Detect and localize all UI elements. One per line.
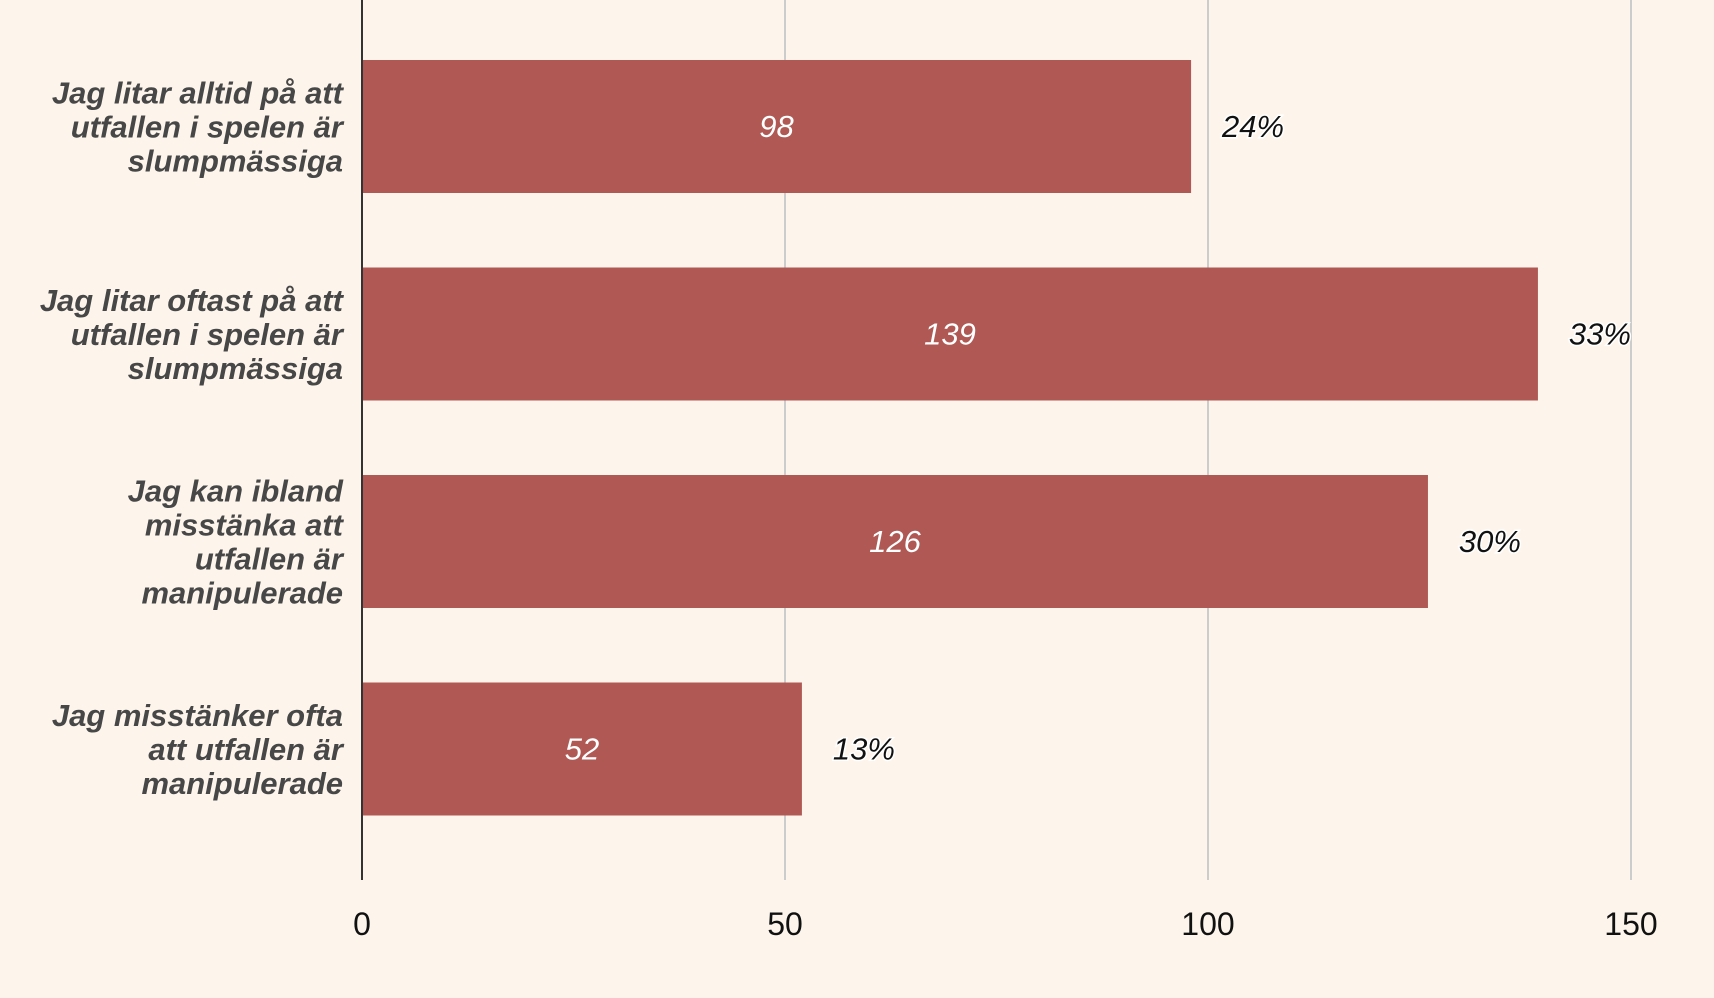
category-labels: Jag litar alltid på att utfallen i spelen… xyxy=(40,75,345,801)
x-axis-ticks: 0 50 100 150 xyxy=(353,906,1658,942)
category-label-line: Jag misstänker ofta xyxy=(52,698,343,733)
bar-percent-label: 24% xyxy=(1221,109,1284,144)
bar-percent-label: 30% xyxy=(1459,524,1521,559)
bar-percent-label: 13% xyxy=(833,732,895,767)
category-label-line: utfallen är xyxy=(195,541,345,576)
category-label-line: Jag litar oftast på att xyxy=(40,283,345,318)
bar-value-label: 126 xyxy=(869,524,921,559)
x-tick-label: 0 xyxy=(353,906,371,942)
bar-value-label: 98 xyxy=(759,109,794,144)
bar-value-label: 139 xyxy=(924,317,976,352)
x-tick-label: 100 xyxy=(1181,906,1234,942)
category-label: Jag kan ibland misstänka att utfallen är ma… xyxy=(128,473,345,610)
category-label: Jag misstänker ofta att utfallen är manipu… xyxy=(52,698,345,801)
category-label-line: att utfallen är xyxy=(148,732,345,767)
category-label-line: utfallen i spelen är xyxy=(71,109,345,144)
x-tick-label: 150 xyxy=(1604,906,1657,942)
category-label-line: utfallen i spelen är xyxy=(71,317,345,352)
bar xyxy=(362,60,1192,193)
category-label-line: misstänka att xyxy=(145,507,345,542)
bar xyxy=(362,267,1538,401)
bars: 98 24% 139 33% 126 30% 52 13% xyxy=(362,60,1632,816)
bar xyxy=(362,682,802,816)
category-label: Jag litar oftast på att utfallen i spelen… xyxy=(40,283,345,386)
bar-value-label: 52 xyxy=(565,732,599,767)
category-label-line: manipulerade xyxy=(141,575,343,610)
category-label-line: slumpmässiga xyxy=(128,351,343,386)
bar-percent-label: 33% xyxy=(1569,317,1631,352)
category-label: Jag litar alltid på att utfallen i spelen… xyxy=(52,75,345,178)
x-tick-label: 50 xyxy=(767,906,803,942)
category-label-line: manipulerade xyxy=(141,766,343,801)
bar xyxy=(362,475,1428,608)
category-label-line: Jag kan ibland xyxy=(128,473,344,508)
category-label-line: slumpmässiga xyxy=(128,143,343,178)
category-label-line: Jag litar alltid på att xyxy=(52,75,345,110)
